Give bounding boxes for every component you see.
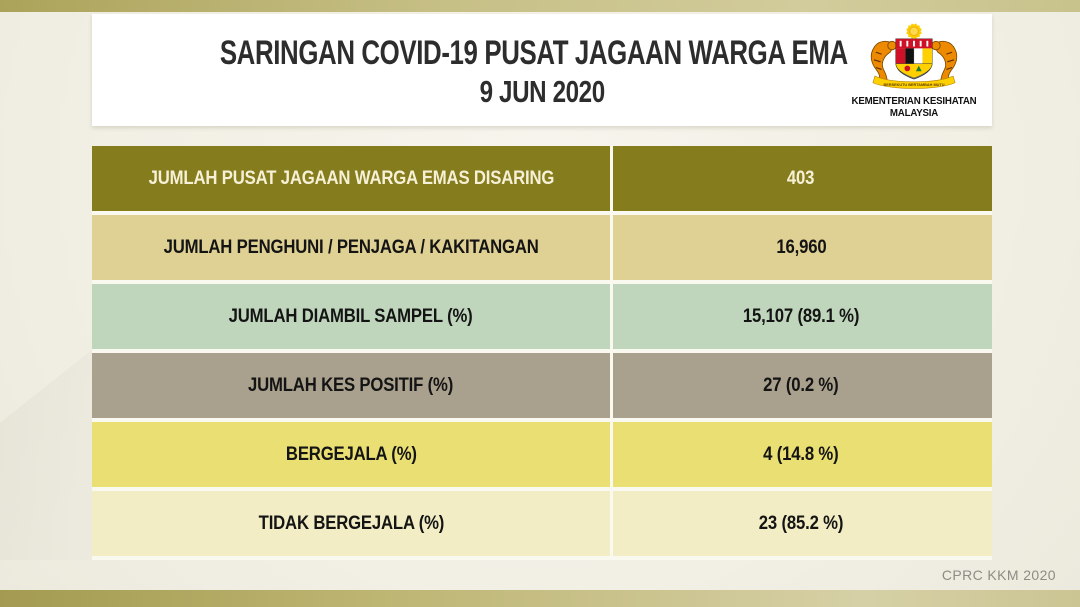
row-label: JUMLAH KES POSITIF (%) — [248, 374, 454, 396]
title-block: SARINGAN COVID-19 PUSAT JAGAAN WARGA EMA… — [92, 14, 992, 126]
header: SARINGAN COVID-19 PUSAT JAGAAN WARGA EMA… — [92, 14, 992, 126]
row-value: 23 (85.2 %) — [758, 512, 844, 534]
motto-text: BERSEKUTU BERTAMBAH MUTU — [884, 83, 945, 87]
row-label-cell: BERGEJALA (%) — [92, 422, 610, 487]
ministry-name-line1: KEMENTERIAN KESIHATAN — [851, 96, 977, 107]
row-label-cell: JUMLAH DIAMBIL SAMPEL (%) — [92, 284, 610, 349]
row-value: 16,960 — [775, 236, 827, 258]
row-label-cell: JUMLAH PENGHUNI / PENJAGA / KAKITANGAN — [92, 215, 610, 280]
column-divider — [610, 146, 613, 560]
ministry-name-line2: MALAYSIA — [889, 108, 939, 119]
row-value-cell: 23 (85.2 %) — [610, 491, 992, 556]
row-value-cell: 15,107 (89.1 %) — [610, 284, 992, 349]
row-value: 4 (14.8 %) — [763, 443, 839, 465]
ministry-logo: BERSEKUTU BERTAMBAH MUTU KEMENTERIAN KES… — [848, 18, 980, 124]
row-value-cell: 403 — [610, 146, 992, 211]
row-label-cell: JUMLAH PUSAT JAGAAN WARGA EMAS DISARING — [92, 146, 610, 211]
table-row: JUMLAH KES POSITIF (%) 27 (0.2 %) — [92, 353, 992, 418]
table-row: BERGEJALA (%) 4 (14.8 %) — [92, 422, 992, 487]
row-value-cell: 4 (14.8 %) — [610, 422, 992, 487]
table-row: JUMLAH PUSAT JAGAAN WARGA EMAS DISARING … — [92, 146, 992, 211]
shield-icon — [895, 38, 933, 80]
row-value: 15,107 (89.1 %) — [742, 305, 860, 327]
malaysia-coat-of-arms-icon: BERSEKUTU BERTAMBAH MUTU — [870, 23, 958, 89]
row-label: JUMLAH PENGHUNI / PENJAGA / KAKITANGAN — [163, 236, 539, 258]
row-label: JUMLAH DIAMBIL SAMPEL (%) — [229, 305, 473, 327]
bottom-band — [0, 590, 1080, 607]
row-label: TIDAK BERGEJALA (%) — [258, 512, 444, 534]
row-label: JUMLAH PUSAT JAGAAN WARGA EMAS DISARING — [148, 167, 554, 189]
row-value: 403 — [787, 167, 815, 189]
stats-table: JUMLAH PUSAT JAGAAN WARGA EMAS DISARING … — [92, 146, 992, 560]
row-value: 27 (0.2 %) — [763, 374, 839, 396]
sun-star-icon — [906, 23, 922, 40]
tiger-icon — [931, 40, 958, 84]
page-title: SARINGAN COVID-19 PUSAT JAGAAN WARGA EMA… — [219, 34, 865, 72]
row-value-cell: 16,960 — [610, 215, 992, 280]
top-band — [0, 0, 1080, 12]
row-label-cell: JUMLAH KES POSITIF (%) — [92, 353, 610, 418]
page-title-date: 9 JUN 2020 — [479, 74, 605, 109]
row-label: BERGEJALA (%) — [285, 443, 417, 465]
row-value-cell: 27 (0.2 %) — [610, 353, 992, 418]
footer-credit: CPRC KKM 2020 — [941, 567, 1056, 583]
banner-ribbon-icon: BERSEKUTU BERTAMBAH MUTU — [872, 75, 956, 89]
table-row: JUMLAH PENGHUNI / PENJAGA / KAKITANGAN 1… — [92, 215, 992, 280]
table-row: JUMLAH DIAMBIL SAMPEL (%) 15,107 (89.1 %… — [92, 284, 992, 349]
row-label-cell: TIDAK BERGEJALA (%) — [92, 491, 610, 556]
table-row: TIDAK BERGEJALA (%) 23 (85.2 %) — [92, 491, 992, 556]
